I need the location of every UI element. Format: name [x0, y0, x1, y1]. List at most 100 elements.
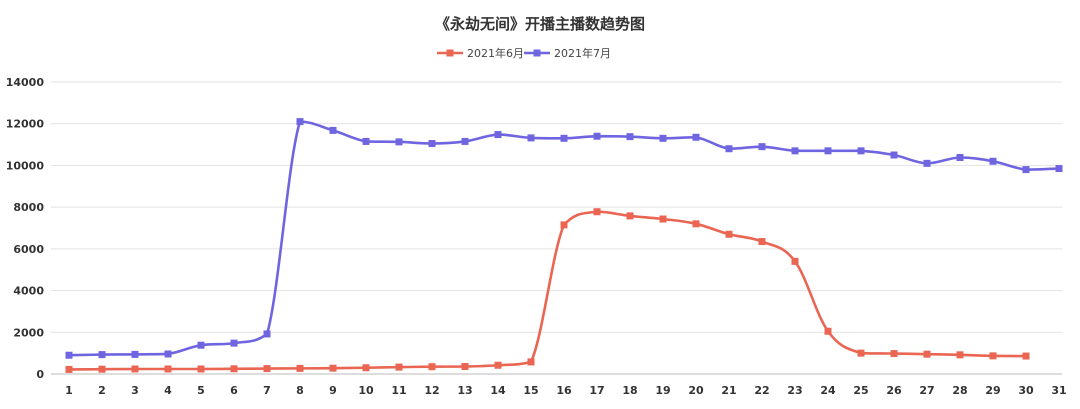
data-point[interactable] — [890, 350, 898, 358]
data-point[interactable] — [890, 151, 898, 159]
y-tick-label: 14000 — [6, 76, 45, 89]
data-point[interactable] — [758, 238, 766, 246]
data-point[interactable] — [527, 134, 535, 142]
y-axis-ticks: 0 2000 4000 6000 8000 10000 12000 14000 — [6, 76, 45, 381]
data-point[interactable] — [956, 351, 964, 359]
legend-swatch-marker — [446, 49, 454, 57]
data-point[interactable] — [989, 352, 997, 360]
x-tick-label: 23 — [787, 384, 802, 397]
data-point[interactable] — [131, 350, 139, 358]
data-point[interactable] — [593, 208, 601, 216]
data-point[interactable] — [725, 230, 733, 238]
x-tick-label: 16 — [556, 384, 572, 397]
x-tick-label: 28 — [952, 384, 967, 397]
data-point[interactable] — [758, 143, 766, 151]
y-tick-label: 10000 — [6, 159, 45, 172]
data-point[interactable] — [824, 327, 832, 335]
data-point[interactable] — [461, 137, 469, 145]
x-tick-label: 4 — [164, 384, 172, 397]
y-tick-label: 0 — [36, 368, 44, 381]
x-tick-label: 21 — [721, 384, 736, 397]
x-tick-label: 26 — [886, 384, 902, 397]
data-point[interactable] — [659, 215, 667, 223]
x-tick-label: 24 — [820, 384, 836, 397]
x-tick-label: 29 — [985, 384, 1000, 397]
data-point[interactable] — [791, 147, 799, 155]
data-point[interactable] — [428, 140, 436, 148]
data-point[interactable] — [296, 118, 304, 126]
data-point[interactable] — [131, 365, 139, 373]
data-point[interactable] — [923, 159, 931, 167]
data-point[interactable] — [362, 137, 370, 145]
data-point[interactable] — [197, 365, 205, 373]
data-point[interactable] — [857, 147, 865, 155]
data-point[interactable] — [296, 364, 304, 372]
data-point[interactable] — [65, 351, 73, 359]
data-point[interactable] — [989, 157, 997, 165]
data-point[interactable] — [824, 147, 832, 155]
x-tick-label: 2 — [98, 384, 106, 397]
data-point[interactable] — [626, 212, 634, 220]
data-point[interactable] — [98, 351, 106, 359]
x-tick-label: 1 — [65, 384, 73, 397]
legend-item[interactable]: 2021年6月 — [437, 46, 524, 60]
x-tick-label: 19 — [655, 384, 670, 397]
data-point[interactable] — [1055, 165, 1063, 173]
chart-legend: 2021年6月 2021年7月 — [437, 46, 611, 60]
x-tick-label: 27 — [919, 384, 934, 397]
data-point[interactable] — [1022, 352, 1030, 360]
data-point[interactable] — [197, 341, 205, 349]
data-point[interactable] — [428, 363, 436, 371]
data-point[interactable] — [329, 126, 337, 134]
data-point[interactable] — [362, 364, 370, 372]
x-tick-label: 13 — [457, 384, 472, 397]
series-line — [68, 120, 1060, 357]
x-tick-label: 10 — [358, 384, 374, 397]
data-point[interactable] — [1022, 166, 1030, 174]
data-point[interactable] — [263, 330, 271, 338]
data-point[interactable] — [923, 350, 931, 358]
data-point[interactable] — [395, 363, 403, 371]
x-tick-label: 9 — [329, 384, 337, 397]
data-point[interactable] — [230, 339, 238, 347]
data-point[interactable] — [659, 134, 667, 142]
x-tick-label: 20 — [688, 384, 704, 397]
legend-item[interactable]: 2021年7月 — [524, 46, 611, 60]
data-point[interactable] — [329, 364, 337, 372]
x-tick-label: 3 — [131, 384, 139, 397]
legend-label: 2021年6月 — [467, 46, 524, 60]
data-point[interactable] — [692, 220, 700, 228]
data-point[interactable] — [725, 145, 733, 153]
data-point[interactable] — [626, 133, 634, 141]
data-point[interactable] — [164, 365, 172, 373]
data-point[interactable] — [593, 132, 601, 140]
x-tick-label: 18 — [622, 384, 637, 397]
data-point[interactable] — [395, 138, 403, 146]
data-point[interactable] — [164, 350, 172, 358]
data-point[interactable] — [65, 365, 73, 373]
data-point[interactable] — [560, 134, 568, 142]
legend-swatch-marker — [533, 49, 541, 57]
data-point[interactable] — [230, 365, 238, 373]
x-tick-label: 31 — [1051, 384, 1066, 397]
data-point[interactable] — [527, 358, 535, 366]
chart-gridlines — [51, 81, 1062, 375]
data-point[interactable] — [857, 349, 865, 357]
data-point[interactable] — [98, 365, 106, 373]
data-point[interactable] — [263, 365, 271, 373]
data-point[interactable] — [494, 131, 502, 139]
y-tick-label: 4000 — [13, 285, 44, 298]
x-tick-label: 8 — [296, 384, 304, 397]
data-point[interactable] — [692, 133, 700, 141]
x-tick-label: 25 — [853, 384, 868, 397]
data-point[interactable] — [494, 361, 502, 369]
data-point[interactable] — [560, 221, 568, 229]
data-point[interactable] — [461, 362, 469, 370]
x-tick-label: 17 — [589, 384, 604, 397]
x-tick-label: 5 — [197, 384, 205, 397]
data-point[interactable] — [956, 154, 964, 162]
data-point[interactable] — [791, 257, 799, 265]
x-tick-label: 6 — [230, 384, 238, 397]
chart-title: 《永劫无间》开播主播数趋势图 — [435, 15, 645, 33]
